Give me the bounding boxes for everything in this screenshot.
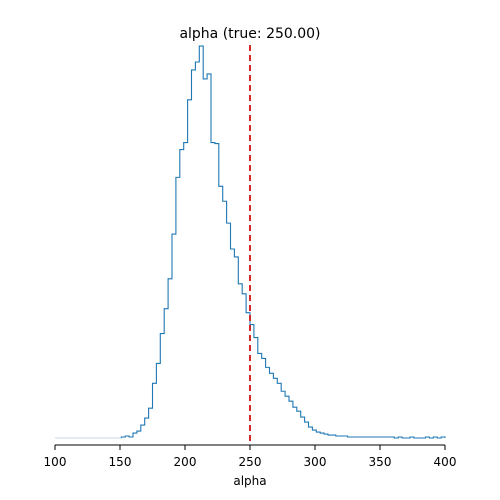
histogram-bin [387,437,391,438]
histogram-bin [180,150,184,438]
histogram-bin [297,411,301,438]
histogram-bin [344,436,348,438]
histogram-bin [375,437,379,438]
histogram-bin [281,391,285,438]
histogram-bin [441,437,445,438]
histogram-bin [231,249,235,438]
histogram-bin [383,437,387,438]
histogram-bin [207,74,211,438]
histogram-bin [133,433,137,438]
histogram-bin [273,378,277,438]
histogram-bin [285,396,289,438]
histogram-bin [238,284,242,438]
histogram-bin [145,418,149,438]
x-tick-label: 250 [239,455,262,469]
histogram-bin [410,437,414,438]
histogram-bin [125,436,129,438]
histogram-bin [156,363,160,438]
histogram-bin [195,62,199,438]
x-axis: 100 150 200 250 300 350 400 [44,444,457,469]
histogram-bin [121,437,125,438]
histogram-bin [234,257,238,438]
histogram-bin [363,437,367,438]
histogram-bin [176,177,180,438]
histogram-bin [340,436,344,438]
histogram-bin [324,434,328,438]
histogram-bin [141,425,145,438]
chart-title: alpha (true: 250.00) [179,26,320,42]
histogram-bin [160,334,164,438]
histogram-bin [153,383,157,438]
histogram-bin [355,437,359,438]
x-tick-label: 200 [174,455,197,469]
histogram-bin [223,201,227,438]
histogram-bin [149,408,153,438]
histogram-bin [129,437,133,438]
histogram-bin [266,367,270,438]
histogram-bin [367,437,371,438]
histogram-bin [336,436,340,438]
histogram-bin [301,417,305,438]
histogram-bin [312,430,316,438]
histogram-bin [293,407,297,438]
histogram-bin [184,143,188,438]
histogram-bin [188,100,192,438]
histogram-bin [433,437,437,438]
histogram-bin [390,437,394,438]
histogram-bin [137,431,141,438]
x-tick-label: 100 [44,455,67,469]
histogram-bin [305,422,309,438]
histogram-bin [316,432,320,438]
histogram-bin [227,223,231,438]
histogram-bin [320,433,324,438]
histogram-bin [192,70,196,438]
histogram-bin [270,373,274,438]
histogram-bin [351,437,355,438]
histogram-bin [371,437,375,438]
histogram-bin [211,143,215,438]
histogram-bin [379,437,383,438]
histogram-bin [289,401,293,438]
x-axis-label: alpha [233,474,266,488]
histogram-bin [262,358,266,438]
histogram-bin [215,144,219,438]
histogram-bin [426,437,430,438]
histogram-bin [168,279,172,438]
x-tick-label: 350 [369,455,392,469]
histogram-bin [254,338,258,438]
histogram-bin [219,186,223,438]
histogram-bin [258,353,262,438]
plot-area [55,45,446,445]
x-tick-label: 150 [109,455,132,469]
histogram-bin [398,437,402,438]
histogram-bin [359,437,363,438]
histogram-bin [203,79,207,438]
histogram-bin [309,427,313,438]
x-tick-label: 300 [304,455,327,469]
histogram-bin [277,383,281,438]
histogram-bin [328,435,332,438]
histogram-bin [164,309,168,438]
histogram-bin [332,435,336,438]
histogram-bin [242,294,246,438]
histogram-bin [172,234,176,438]
x-tick-label: 400 [434,455,457,469]
histogram-bin [199,46,203,438]
histogram-bin [348,437,352,438]
histogram-step-line [120,45,446,439]
